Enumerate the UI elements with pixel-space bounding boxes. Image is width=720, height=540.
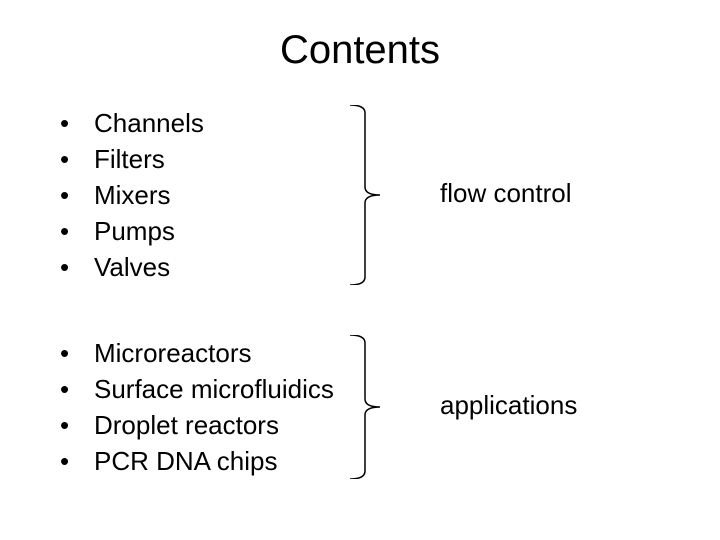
brace-icon [350,335,380,484]
bullet-icon: • [60,105,94,141]
bullet-icon: • [60,443,94,479]
list-item: •Pumps [60,213,204,249]
bullet-icon: • [60,213,94,249]
list-item-label: Channels [94,108,204,138]
bullet-icon: • [60,335,94,371]
list-item-label: PCR DNA chips [94,446,278,476]
list-item: •Mixers [60,177,204,213]
list-item: •Filters [60,141,204,177]
slide: Contents •Channels•Filters•Mixers•Pumps•… [0,0,720,540]
list-item: •PCR DNA chips [60,443,334,479]
bullet-icon: • [60,249,94,285]
content-group: •Channels•Filters•Mixers•Pumps•Valves [60,105,204,285]
list-item-label: Pumps [94,216,175,246]
list-item-label: Filters [94,144,165,174]
list-item: •Channels [60,105,204,141]
list-item-label: Valves [94,252,170,282]
list-item-label: Droplet reactors [94,410,279,440]
page-title: Contents [0,28,720,73]
list-item: •Surface microfluidics [60,371,334,407]
list-item-label: Surface microfluidics [94,374,334,404]
bullet-icon: • [60,407,94,443]
bullet-list: •Channels•Filters•Mixers•Pumps•Valves [60,105,204,285]
brace-icon [350,105,380,290]
list-item: •Microreactors [60,335,334,371]
list-item-label: Mixers [94,180,171,210]
bullet-icon: • [60,177,94,213]
content-group: •Microreactors•Surface microfluidics•Dro… [60,335,334,479]
bullet-icon: • [60,371,94,407]
bullet-list: •Microreactors•Surface microfluidics•Dro… [60,335,334,479]
list-item-label: Microreactors [94,338,251,368]
group-label: flow control [440,178,572,209]
list-item: •Valves [60,249,204,285]
group-label: applications [440,390,577,421]
bullet-icon: • [60,141,94,177]
list-item: •Droplet reactors [60,407,334,443]
